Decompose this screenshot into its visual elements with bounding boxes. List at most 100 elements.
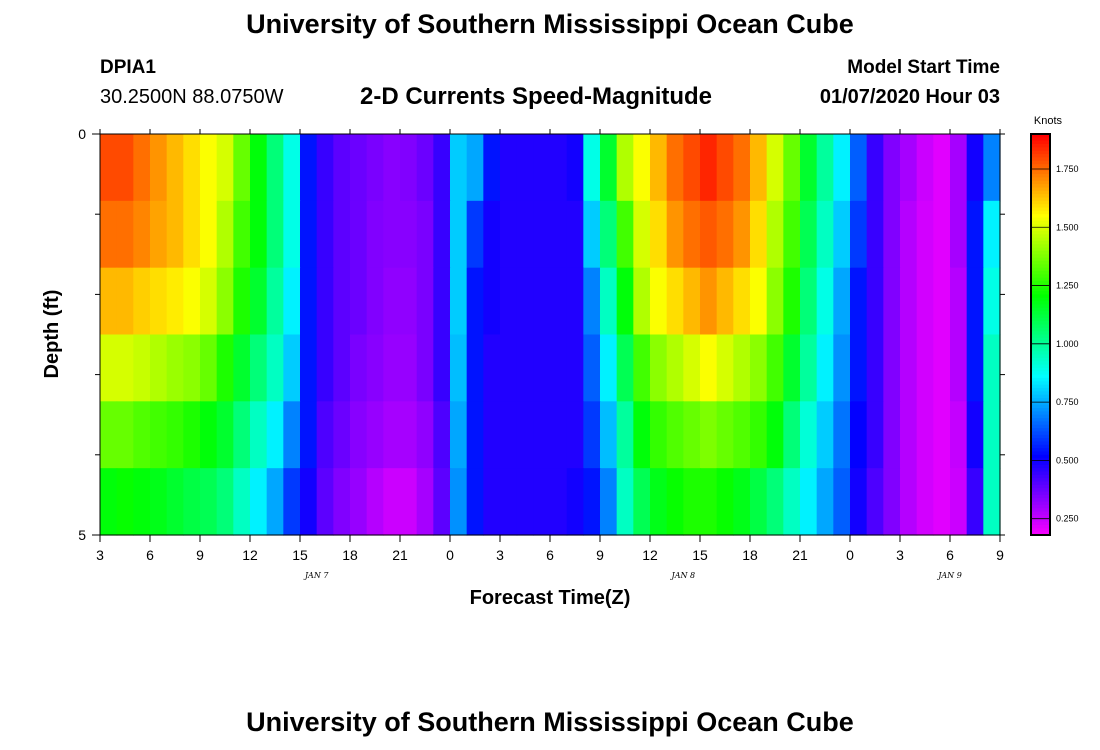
heatmap-cell: [300, 200, 318, 269]
heatmap-cell: [233, 468, 251, 536]
heatmap-cell: [633, 134, 651, 202]
heatmap-cell: [550, 200, 568, 269]
heatmap-cell: [966, 401, 984, 469]
heatmap-cell: [466, 200, 484, 269]
colorbar-segment: [1031, 187, 1050, 192]
heatmap-cell: [716, 267, 734, 336]
heatmap-cell: [150, 468, 168, 536]
day-label: JAN 8: [670, 571, 696, 580]
heatmap-cell: [966, 200, 984, 269]
colorbar-segment: [1031, 190, 1050, 195]
colorbar-segment: [1031, 361, 1050, 366]
heatmap-cell: [850, 134, 868, 202]
heatmap-cell: [233, 267, 251, 336]
heatmap-cell: [833, 267, 851, 336]
heatmap-cell: [933, 267, 951, 336]
heatmap-cell: [266, 134, 284, 202]
colorbar-segment: [1031, 531, 1050, 536]
colorbar-segment: [1031, 418, 1050, 422]
heatmap-cell: [833, 401, 851, 469]
heatmap-cell: [166, 334, 184, 402]
heatmap-cell: [283, 401, 301, 469]
colorbar-segment: [1031, 324, 1050, 329]
heatmap-cell: [850, 200, 868, 269]
heatmap-cell: [483, 334, 501, 402]
heatmap-cell: [200, 468, 218, 536]
heatmap-cell: [533, 401, 551, 469]
heatmap-cell: [783, 134, 801, 202]
colorbar-segment: [1031, 428, 1050, 433]
heatmap-cell: [783, 334, 801, 402]
heatmap-cell: [466, 267, 484, 336]
heatmap-cell: [200, 134, 218, 202]
heatmap-cell: [700, 401, 718, 469]
heatmap-cell: [750, 200, 768, 269]
heatmap-cell: [816, 134, 834, 202]
x-tick-label: 3: [896, 547, 904, 563]
x-tick-label: 6: [946, 547, 954, 563]
colorbar: 0.250 0.500 0.750 1.000 1.250 1.500 1.750: [1030, 133, 1079, 536]
heatmap-cell: [400, 200, 418, 269]
heatmap-cell: [416, 200, 434, 269]
heatmap-cell: [983, 334, 1001, 402]
heatmap-cell: [300, 468, 318, 536]
colorbar-segment: [1031, 354, 1050, 359]
heatmap-cell: [683, 468, 701, 536]
heatmap-cell: [450, 468, 468, 536]
heatmap-cell: [900, 200, 918, 269]
x-tick-label: 15: [692, 547, 708, 563]
heatmap-cell: [500, 401, 518, 469]
colorbar-segment: [1031, 424, 1050, 429]
colorbar-segment: [1031, 341, 1050, 346]
colorbar-segment: [1031, 434, 1050, 439]
heatmap-cell: [416, 334, 434, 402]
colorbar-segment: [1031, 498, 1050, 503]
colorbar-segment: [1031, 364, 1050, 369]
heatmap-cell: [716, 334, 734, 402]
colorbar-segment: [1031, 150, 1050, 155]
heatmap-cell: [633, 468, 651, 536]
chart-subtitle: 2-D Currents Speed-Magnitude: [360, 83, 713, 110]
colorbar-segment: [1031, 287, 1050, 292]
heatmap-cell: [916, 200, 934, 269]
colorbar-segment: [1031, 357, 1050, 362]
heatmap-cell: [816, 200, 834, 269]
heatmap-cell: [750, 468, 768, 536]
heatmap-cell: [316, 334, 334, 402]
colorbar-segment: [1031, 234, 1050, 239]
heatmap-cell: [500, 334, 518, 402]
heatmap-cell: [783, 267, 801, 336]
heatmap-cell: [416, 468, 434, 536]
heatmap-cell: [916, 401, 934, 469]
heatmap-cell: [650, 401, 668, 469]
heatmap-cell: [483, 401, 501, 469]
colorbar-tick-label: 1.250: [1056, 281, 1079, 291]
heatmap-cell: [216, 401, 234, 469]
colorbar-segment: [1031, 461, 1050, 466]
colorbar-segment: [1031, 391, 1050, 396]
heatmap-cell: [516, 200, 534, 269]
heatmap-cell: [883, 200, 901, 269]
colorbar-segment: [1031, 501, 1050, 506]
model-start-label: Model Start Time: [847, 57, 1000, 78]
heatmap-cell: [350, 334, 368, 402]
colorbar-segment: [1031, 441, 1050, 446]
colorbar-segment: [1031, 367, 1050, 372]
heatmap-cell: [616, 468, 634, 536]
heatmap-cell: [633, 334, 651, 402]
colorbar-segment: [1031, 170, 1050, 175]
heatmap-cell: [866, 134, 884, 202]
colorbar-segment: [1031, 250, 1050, 255]
heatmap-cell: [183, 134, 201, 202]
heatmap-cell: [783, 468, 801, 536]
heatmap-cell: [900, 134, 918, 202]
heatmap-cell: [150, 200, 168, 269]
heatmap-cell: [383, 134, 401, 202]
colorbar-segment: [1031, 144, 1050, 148]
heatmap-cell: [533, 334, 551, 402]
heatmap-cell: [333, 267, 351, 336]
heatmap-cell: [233, 401, 251, 469]
heatmap-cell: [683, 334, 701, 402]
heatmap-cell: [950, 334, 968, 402]
